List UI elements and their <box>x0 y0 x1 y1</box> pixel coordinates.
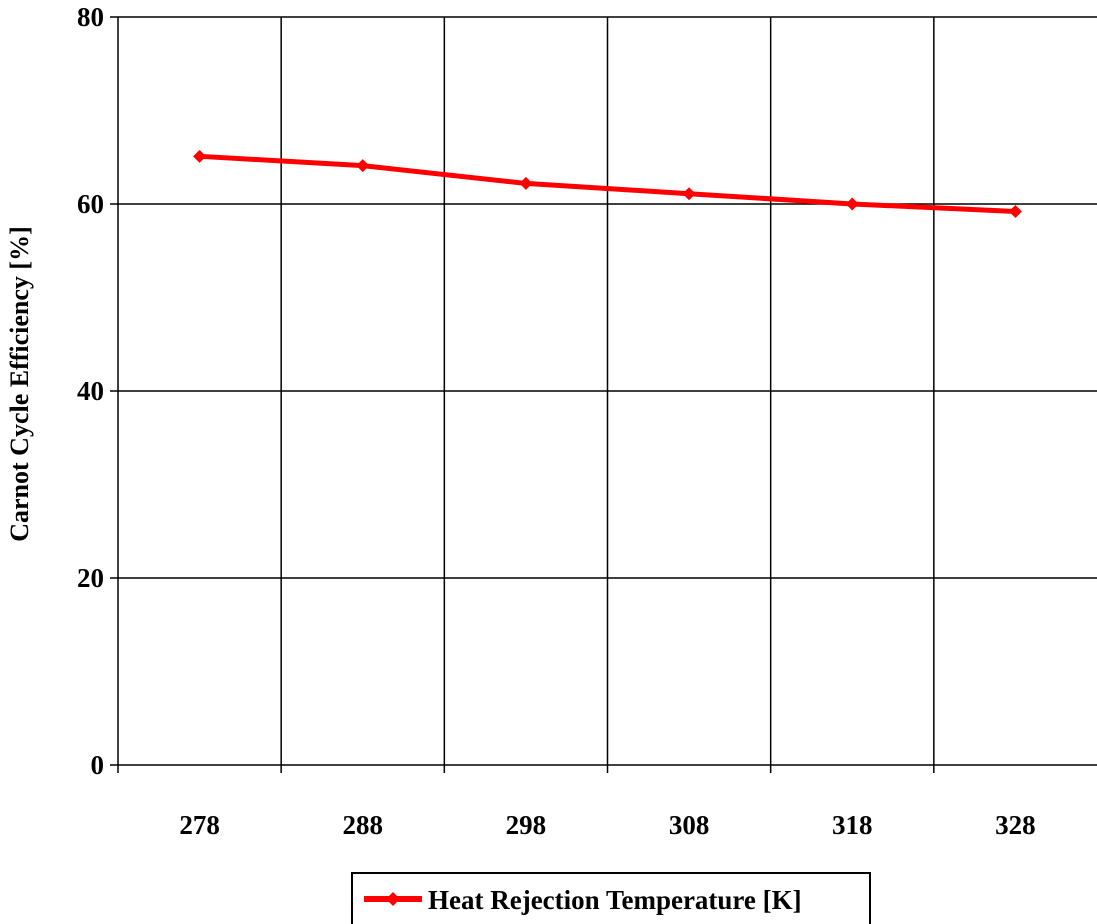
series-line <box>199 153 1016 214</box>
x-tick-label: 328 <box>995 810 1036 840</box>
y-axis-title: Carnot Cycle Efficiency [%] <box>5 226 34 542</box>
y-tick-labels: 0 20 40 60 80 <box>77 2 104 780</box>
x-tick-label: 278 <box>179 810 220 840</box>
x-tick-label: 298 <box>506 810 547 840</box>
data-point-marker <box>356 159 370 173</box>
data-point-marker <box>193 149 207 163</box>
data-point-marker <box>519 176 533 190</box>
data-point-marker <box>1008 204 1022 218</box>
data-point-marker <box>845 197 859 211</box>
x-tick-labels: 278 288 298 308 318 328 <box>179 810 1035 840</box>
x-tick-label: 318 <box>832 810 873 840</box>
x-tick-label: 288 <box>343 810 384 840</box>
legend-box <box>351 872 871 924</box>
y-tick-label: 80 <box>77 2 104 32</box>
y-tick-label: 60 <box>77 189 104 219</box>
legend-label: Heat Rejection Temperature [K] <box>428 885 802 915</box>
y-tick-label: 20 <box>77 563 104 593</box>
y-tick-label: 0 <box>91 750 105 780</box>
legend: Heat Rejection Temperature [K] <box>351 872 871 924</box>
legend-marker-swatch <box>386 892 400 906</box>
axes <box>110 16 1097 773</box>
y-tick-label: 40 <box>77 376 104 406</box>
grid <box>118 16 1097 765</box>
data-point-marker <box>682 187 696 201</box>
x-tick-label: 308 <box>669 810 710 840</box>
series-layer <box>193 149 1022 218</box>
